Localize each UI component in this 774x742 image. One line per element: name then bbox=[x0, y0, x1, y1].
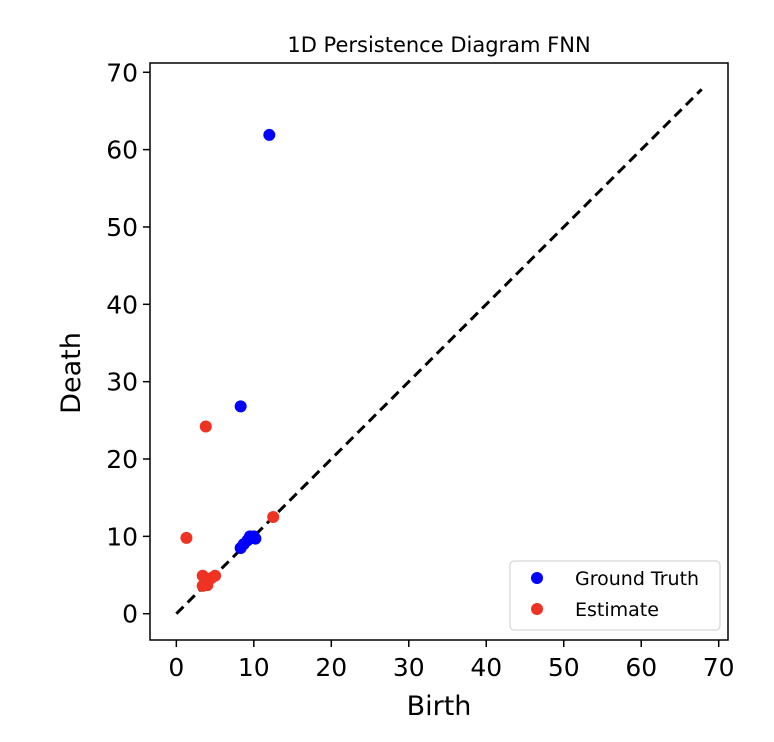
y-tick-label: 20 bbox=[106, 445, 138, 474]
ground-truth-point bbox=[249, 532, 262, 545]
estimate-point bbox=[180, 531, 193, 544]
x-tick-label: 20 bbox=[315, 653, 347, 682]
y-tick-label: 0 bbox=[122, 600, 138, 629]
y-axis-ticks: 0 10 20 30 40 50 60 70 bbox=[106, 58, 150, 629]
y-tick-label: 10 bbox=[106, 522, 138, 551]
x-tick-label: 30 bbox=[393, 653, 425, 682]
legend-label-ground-truth: Ground Truth bbox=[575, 568, 699, 590]
legend-label-estimate: Estimate bbox=[575, 599, 659, 621]
x-axis-ticks: 0 10 20 30 40 50 60 70 bbox=[168, 640, 735, 682]
estimate-point bbox=[209, 569, 222, 582]
x-tick-label: 0 bbox=[168, 653, 184, 682]
data-points bbox=[180, 128, 280, 592]
y-tick-label: 50 bbox=[106, 213, 138, 242]
x-tick-label: 50 bbox=[548, 653, 580, 682]
legend: Ground Truth Estimate bbox=[509, 560, 721, 631]
ground-truth-point bbox=[234, 400, 247, 413]
estimate-point bbox=[199, 420, 212, 433]
estimate-point bbox=[267, 511, 280, 524]
chart-title: 1D Persistence Diagram FNN bbox=[287, 33, 590, 57]
ground-truth-point bbox=[263, 128, 276, 141]
y-tick-label: 40 bbox=[106, 290, 138, 319]
y-tick-label: 70 bbox=[106, 58, 138, 87]
x-tick-label: 60 bbox=[625, 653, 657, 682]
x-axis-label: Birth bbox=[407, 691, 472, 722]
legend-box bbox=[509, 560, 721, 631]
y-tick-label: 60 bbox=[106, 136, 138, 165]
y-axis-label: Death bbox=[56, 332, 87, 414]
plot-frame bbox=[149, 62, 729, 641]
x-tick-label: 10 bbox=[238, 653, 270, 682]
y-tick-label: 30 bbox=[106, 368, 138, 397]
legend-marker-ground-truth bbox=[531, 572, 543, 584]
legend-marker-estimate bbox=[531, 603, 543, 615]
x-tick-label: 40 bbox=[470, 653, 502, 682]
diagonal-reference-line bbox=[175, 88, 703, 615]
x-tick-label: 70 bbox=[703, 653, 735, 682]
